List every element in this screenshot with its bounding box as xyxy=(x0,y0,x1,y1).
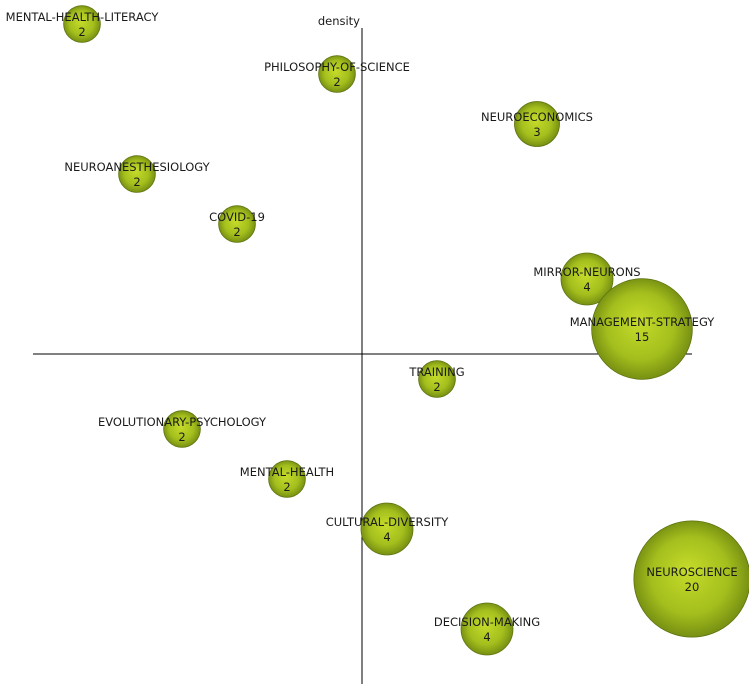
bubble-count: 4 xyxy=(583,280,590,294)
bubble-circle xyxy=(514,101,560,147)
bubble-count: 20 xyxy=(685,580,700,594)
bubble-label: MENTAL-HEALTH-LITERACY xyxy=(6,10,160,24)
bubble-count: 2 xyxy=(283,480,290,494)
bubble-circle xyxy=(118,155,156,193)
bubble-label: MENTAL-HEALTH xyxy=(240,465,334,479)
bubble-label: PHILOSOPHY-OF-SCIENCE xyxy=(264,60,410,74)
bubble-label: NEUROECONOMICS xyxy=(481,110,593,124)
bubble-label: EVOLUTIONARY-PSYCHOLOGY xyxy=(98,415,267,429)
bubble-count: 3 xyxy=(533,125,540,139)
bubble-circle xyxy=(633,520,749,638)
y-axis-title: density xyxy=(318,14,360,28)
axes: density xyxy=(33,14,692,684)
bubble-circle xyxy=(163,410,201,448)
bubble-count: 2 xyxy=(133,175,140,189)
bubble-label: NEUROSCIENCE xyxy=(646,565,737,579)
bubble-count: 2 xyxy=(233,225,240,239)
bubble-label: MANAGEMENT-STRATEGY xyxy=(570,315,716,329)
bubble-count: 2 xyxy=(333,75,340,89)
bubble-circle xyxy=(560,252,614,306)
bubble-label: COVID-19 xyxy=(209,210,265,224)
bubble-circle xyxy=(218,205,256,243)
bubble-covid-19: COVID-192 xyxy=(209,205,265,243)
bubble-count: 15 xyxy=(635,330,650,344)
bubble-circle xyxy=(360,502,414,556)
bubble-circle xyxy=(318,55,356,93)
bubble-circle xyxy=(460,602,514,656)
bubble-count: 4 xyxy=(483,630,490,644)
bubbles-layer: MENTAL-HEALTH-LITERACY2PHILOSOPHY-OF-SCI… xyxy=(6,5,749,656)
bubble-count: 2 xyxy=(78,25,85,39)
bubble-circle xyxy=(591,278,693,380)
bubble-count: 2 xyxy=(433,380,440,394)
bubble-count: 4 xyxy=(383,530,390,544)
bubble-label: NEUROANESTHESIOLOGY xyxy=(64,160,210,174)
bubble-circle xyxy=(63,5,101,43)
bubble-label: CULTURAL-DIVERSITY xyxy=(326,515,450,529)
bubble-count: 2 xyxy=(178,430,185,444)
bubble-label: TRAINING xyxy=(408,365,464,379)
bubble-circle xyxy=(418,360,456,398)
bubble-label: DECISION-MAKING xyxy=(434,615,540,629)
bubble-circle xyxy=(268,460,306,498)
bubble-label: MIRROR-NEURONS xyxy=(533,265,640,279)
